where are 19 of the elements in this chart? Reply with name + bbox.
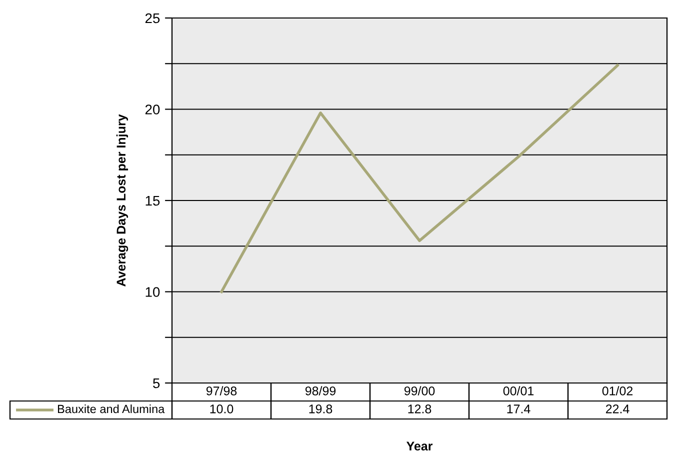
x-tick-label: 00/01	[503, 386, 534, 396]
legend-label: Bauxite and Alumina	[58, 404, 165, 414]
x-tick-label: 99/00	[404, 386, 435, 396]
x-tick-label: 01/02	[602, 386, 633, 396]
text: 10.0	[210, 404, 234, 414]
x-tick-label: 97/98	[206, 386, 237, 396]
y-tick-label: 15	[146, 196, 160, 206]
text: 19.8	[309, 404, 332, 414]
text: 17.4	[507, 404, 530, 414]
text: 12.8	[408, 404, 432, 414]
y-tick-label: 5	[153, 378, 160, 388]
y-axis-title: Average Days Lost per Injury	[116, 114, 128, 286]
x-tick-label: 98/99	[305, 386, 336, 396]
x-axis-title: Year	[406, 442, 433, 451]
y-tick-label: 20	[145, 104, 160, 114]
y-tick-label: 10	[146, 287, 160, 297]
text: 22.4	[606, 404, 630, 414]
line-series	[220, 64, 619, 294]
y-tick-label: 25	[145, 13, 160, 24]
